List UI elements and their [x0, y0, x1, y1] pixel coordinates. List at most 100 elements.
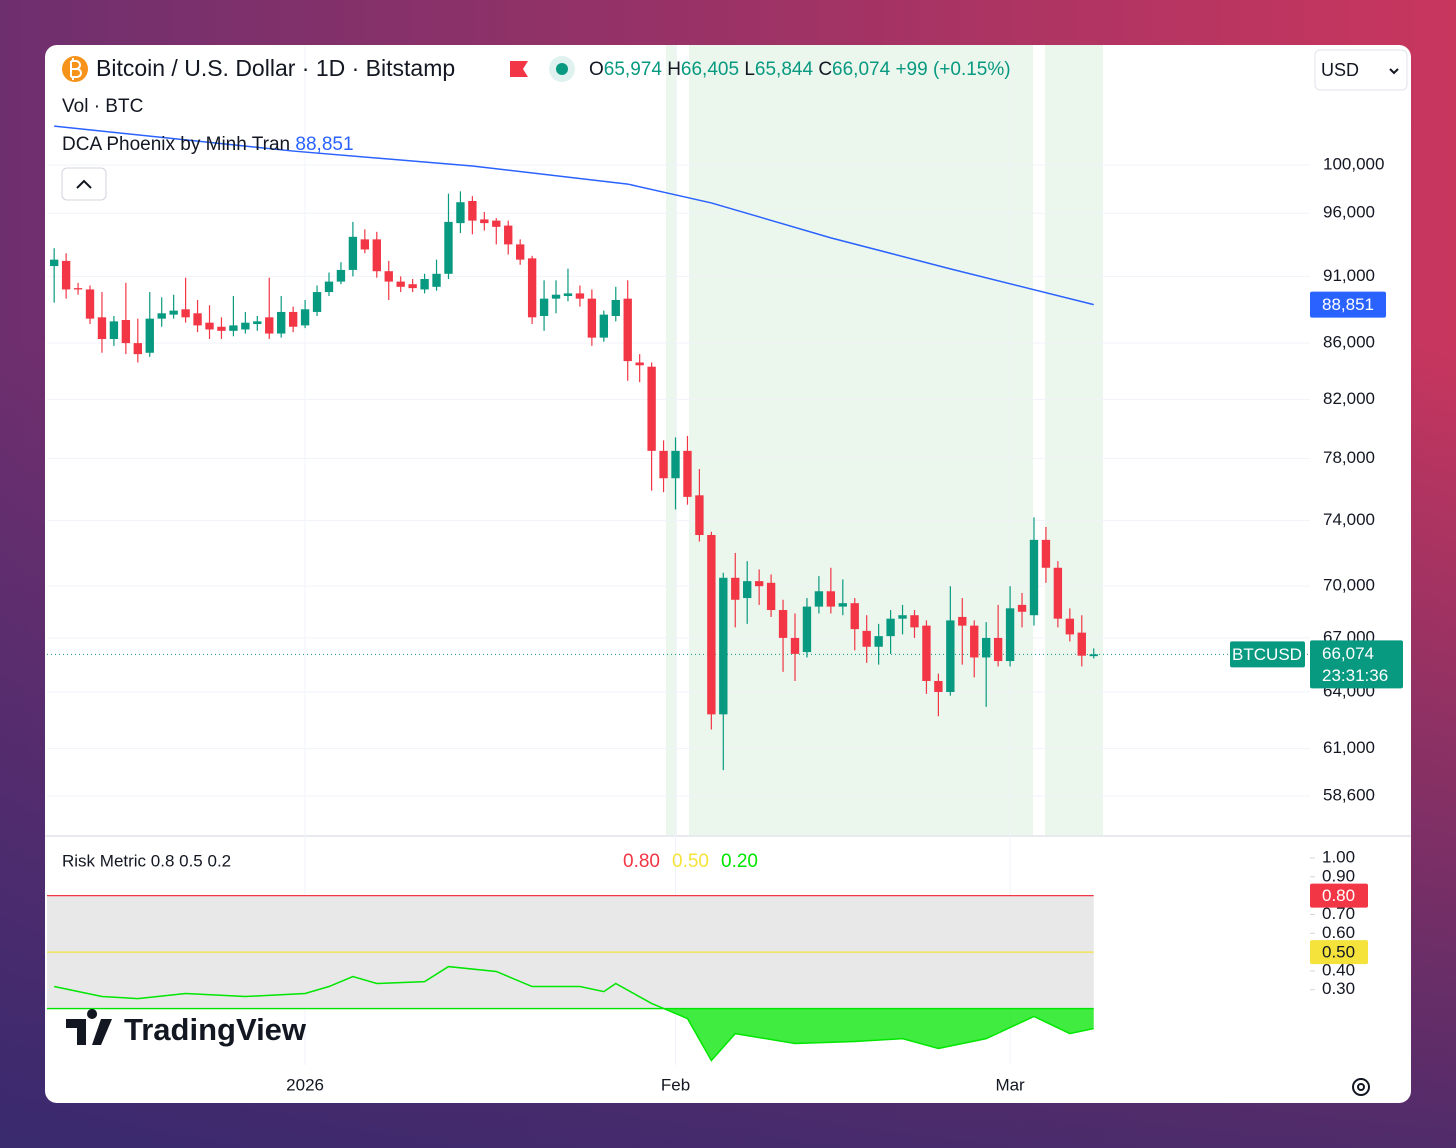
candle-body	[838, 603, 847, 607]
ohlc-key: O	[589, 59, 604, 80]
risk-area	[54, 1008, 1094, 1061]
currency-select[interactable]	[1314, 49, 1408, 91]
candle-body	[312, 292, 322, 312]
candle-body	[754, 581, 764, 587]
y-tick-label: 0.40	[1322, 960, 1355, 979]
level-box	[1310, 883, 1368, 908]
candle-body	[743, 581, 752, 599]
level-box	[1310, 940, 1368, 965]
candle-body	[121, 320, 131, 344]
candle-body	[778, 610, 788, 638]
y-tick-label: 100,000	[1323, 155, 1384, 174]
candle-body	[683, 450, 692, 497]
candle-body	[731, 577, 740, 600]
candle-body	[456, 202, 465, 224]
candle-body	[193, 313, 202, 326]
candle-body	[253, 321, 262, 325]
candle-body	[229, 325, 238, 331]
candle-body	[635, 362, 644, 366]
overlay-legend: DCA Phoenix by Minh Tran 88,851	[62, 134, 354, 155]
candle-body	[563, 293, 573, 297]
y-tick-label: 86,000	[1323, 333, 1375, 352]
candle-body	[444, 221, 453, 274]
candle-body	[527, 258, 537, 318]
band	[666, 45, 677, 835]
candle-body	[850, 603, 859, 630]
y-tick-label: 91,000	[1323, 266, 1375, 285]
candle-body	[432, 273, 441, 287]
candle-body	[133, 343, 142, 355]
y-tick-label: 0.70	[1322, 904, 1355, 923]
settings-icon[interactable]	[1352, 1078, 1370, 1096]
last-price-label: 66,074	[1322, 644, 1374, 663]
overlay-name: DCA Phoenix by Minh Tran	[62, 134, 290, 155]
candle-body	[85, 289, 95, 319]
candle-body	[611, 299, 620, 316]
candle-body	[324, 281, 334, 293]
candle-body	[1053, 567, 1063, 619]
bitcoin-icon-glyph	[70, 58, 82, 80]
candle-body	[575, 293, 585, 299]
candle-body	[719, 577, 728, 715]
candle-body	[790, 637, 800, 654]
currency-label[interactable]: USD	[1321, 60, 1359, 80]
candle-body	[802, 606, 812, 653]
level-box-label: 0.80	[1322, 886, 1355, 905]
last-price-box	[1310, 640, 1403, 689]
candle-body	[408, 284, 417, 289]
settings-icon-center	[1357, 1083, 1365, 1091]
y-tick-label: 0.90	[1322, 866, 1355, 885]
candle-body	[1029, 539, 1039, 616]
y-tick-label: 70,000	[1323, 576, 1375, 595]
logo-mark	[66, 1009, 112, 1045]
candle-body	[1017, 604, 1027, 612]
candle-body	[288, 311, 298, 327]
candle-body	[480, 219, 489, 224]
y-tick-label: 0.30	[1322, 979, 1355, 998]
y-tick-label: 61,000	[1323, 738, 1375, 757]
collapse-icon	[76, 179, 92, 189]
y-tick-label: 74,000	[1323, 510, 1375, 529]
candle-body	[623, 298, 632, 362]
candle-body	[707, 535, 716, 715]
candle-body	[1089, 654, 1098, 657]
level-box-label: 0.50	[1322, 943, 1355, 962]
overlay-price-box	[1310, 291, 1386, 318]
candle-body	[181, 309, 190, 318]
ohlc-value: 66,074	[832, 59, 891, 80]
candle-body	[372, 239, 381, 272]
currency-chevron	[1389, 68, 1399, 75]
grid	[47, 45, 1310, 1065]
flag-icon[interactable]	[510, 61, 528, 77]
candle-body	[217, 326, 226, 331]
candle-body	[145, 318, 154, 353]
ohlc-change: +99 (+0.15%)	[895, 59, 1010, 80]
candle-body	[970, 625, 979, 658]
candle-body	[360, 239, 370, 250]
candle-body	[420, 278, 429, 290]
level-legend: 0.50	[672, 851, 709, 872]
symbol-tag: BTCUSD	[1232, 645, 1302, 664]
y-tick-label: 0.60	[1322, 923, 1355, 942]
candle-body	[946, 620, 955, 692]
candle-body	[300, 309, 310, 326]
candle-body	[551, 294, 561, 299]
candle-body	[515, 244, 525, 260]
candle-body	[647, 366, 656, 451]
x-tick-label: Mar	[995, 1075, 1025, 1094]
ohlc-key: H	[667, 59, 681, 80]
candle-body	[826, 591, 836, 607]
collapse-button[interactable]	[61, 167, 107, 201]
level-legend: 0.20	[721, 851, 758, 872]
candle-body	[671, 450, 680, 479]
y-tick-label: 1.00	[1322, 847, 1355, 866]
candle-body	[910, 615, 919, 628]
candle-body	[539, 298, 549, 316]
candle-body	[468, 200, 477, 221]
band	[689, 45, 1033, 835]
candle-body	[587, 298, 597, 338]
symbol-title[interactable]: Bitcoin / U.S. Dollar · 1D · Bitstamp	[96, 55, 455, 81]
candle-body	[695, 495, 704, 536]
level-legend: 0.80	[623, 851, 660, 872]
